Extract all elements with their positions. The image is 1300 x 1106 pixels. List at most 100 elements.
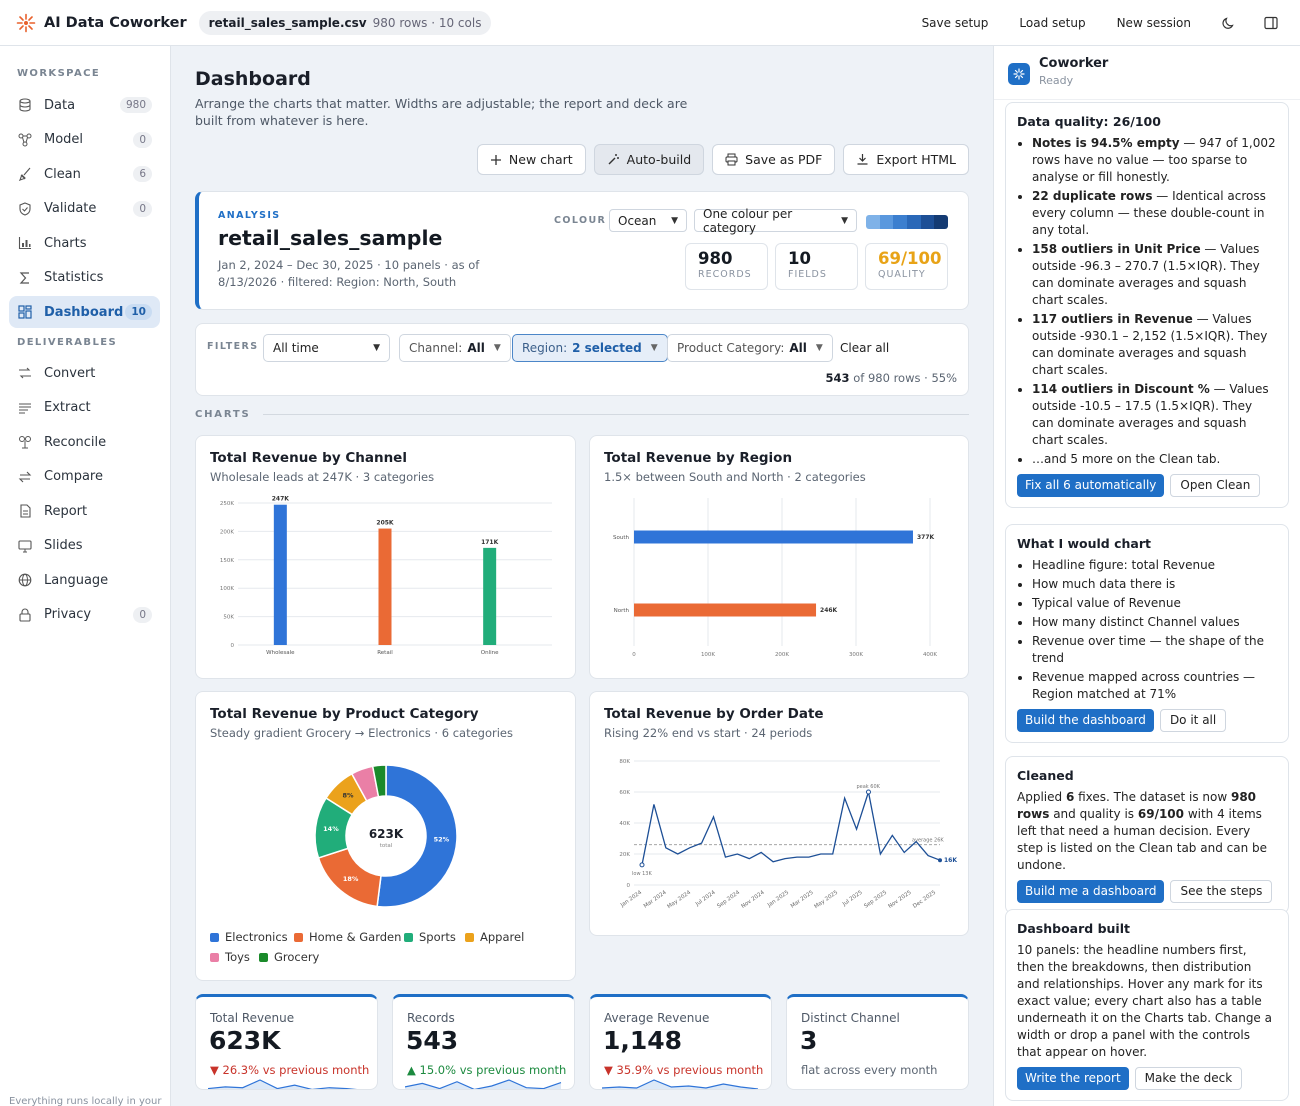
pie-slice[interactable]	[371, 764, 387, 798]
sidebar-item-clean[interactable]: Clean 6	[9, 158, 160, 190]
row-count-filtered: 543	[825, 371, 850, 385]
sidebar-item-privacy[interactable]: Privacy 0	[9, 599, 160, 631]
sidebar-item-slides[interactable]: Slides	[9, 530, 160, 562]
primary-action-button[interactable]: Fix all 6 automatically	[1017, 474, 1165, 497]
sidebar-item-reconcile[interactable]: Reconcile	[9, 426, 160, 458]
time-range-select[interactable]: All time ▼	[263, 334, 390, 362]
kpi-total-revenue[interactable]: Total Revenue 623K ▼ 26.3% vs previous mon…	[195, 994, 378, 1090]
legend-label: Sports	[419, 930, 456, 944]
monitor-icon	[18, 539, 32, 553]
text-segment: Applied	[1017, 790, 1066, 804]
auto-build-button[interactable]: Auto-build	[593, 144, 705, 175]
product-category-filter[interactable]: Product Category: All ▼	[667, 334, 833, 362]
x-tick-label: Sep 2025	[863, 889, 888, 909]
coworker-card-list: Notes is 94.5% empty — 947 of 1,002 rows…	[1017, 135, 1277, 468]
sidebar-item-convert[interactable]: Convert	[9, 357, 160, 389]
secondary-action-button[interactable]: See the steps	[1170, 880, 1273, 903]
primary-action-button[interactable]: Build the dashboard	[1017, 709, 1154, 732]
sidebar-item-model[interactable]: Model 0	[9, 124, 160, 156]
x-tick-label: 300K	[849, 652, 863, 658]
pie-slice[interactable]	[376, 764, 458, 908]
export-html-button[interactable]: Export HTML	[843, 144, 969, 175]
kpi-distinct-channel[interactable]: Distinct Channel 3 flat across every month	[786, 994, 969, 1090]
kpi-delta: ▼ 35.9% vs previous month	[604, 1063, 764, 1077]
page-title: Dashboard	[195, 68, 311, 90]
coworker-name: Coworker	[1039, 56, 1109, 71]
legend-label: Home & Garden	[309, 930, 402, 944]
export-html-label: Export HTML	[876, 152, 956, 167]
bar[interactable]	[273, 504, 287, 645]
sidebar-item-data[interactable]: Data 980	[9, 89, 160, 121]
slice-label: 18%	[343, 875, 359, 883]
kpi-label: Records	[407, 1011, 455, 1025]
coworker-card-text: Applied 6 fixes. The dataset is now 980 …	[1017, 789, 1277, 874]
new-session-button[interactable]: New session	[1116, 15, 1191, 30]
y-tick-label: 50K	[223, 615, 234, 621]
bar[interactable]	[634, 530, 913, 544]
x-tick-label: Jul 2025	[841, 889, 864, 908]
sidebar-item-label: Charts	[44, 235, 87, 251]
secondary-action-button[interactable]: Do it all	[1159, 709, 1227, 732]
sidebar-item-report[interactable]: Report	[9, 495, 160, 527]
kpi-sparkline	[602, 1079, 759, 1089]
sidebar-item-label: Privacy	[44, 607, 92, 622]
sidebar-item-validate[interactable]: Validate 0	[9, 193, 160, 225]
list-item-text: How much data there is	[1032, 577, 1176, 591]
text-bold: 69/100	[1137, 807, 1185, 821]
donut-chart-svg: 52% 18% 14% 8% 623K total	[314, 764, 458, 908]
x-tick-label: Jan 2024	[619, 889, 644, 909]
chart-revenue-by-product-category[interactable]: Total Revenue by Product Category Steady…	[195, 691, 576, 981]
primary-action-button[interactable]: Build me a dashboard	[1017, 880, 1165, 903]
secondary-action-button[interactable]: Make the deck	[1134, 1067, 1243, 1090]
sidebar-item-statistics[interactable]: Statistics	[9, 262, 160, 294]
coworker-card: What I would chart Headline figure: total…	[1005, 524, 1289, 743]
colour-mode-value: One colour per category	[703, 206, 793, 235]
load-setup-button[interactable]: Load setup	[1019, 15, 1086, 30]
chart-revenue-by-region[interactable]: Total Revenue by Region 1.5× between Sou…	[589, 435, 969, 679]
sidebar-item-charts[interactable]: Charts	[9, 227, 160, 259]
bar[interactable]	[378, 528, 392, 645]
panel-icon[interactable]	[1264, 16, 1278, 30]
list-item: 114 outliers in Discount % — Values outs…	[1032, 381, 1277, 449]
main-content: Dashboard Arrange the charts that matter…	[171, 46, 993, 1106]
moon-icon[interactable]	[1222, 16, 1236, 30]
clear-all-button[interactable]: Clear all	[840, 341, 890, 355]
primary-action-button[interactable]: Write the report	[1017, 1067, 1129, 1090]
sidebar-item-language[interactable]: Language	[9, 564, 160, 596]
kpi-average-revenue[interactable]: Average Revenue 1,148 ▼ 35.9% vs previous …	[589, 994, 772, 1090]
save-setup-button[interactable]: Save setup	[921, 15, 989, 30]
sidebar-item-label: Compare	[44, 469, 103, 484]
peak-point[interactable]	[865, 789, 871, 795]
sidebar-item-extract[interactable]: Extract	[9, 392, 160, 424]
file-chip[interactable]: retail_sales_sample.csv 980 rows · 10 col…	[198, 10, 492, 35]
stat-records: 980 RECORDS	[685, 243, 768, 290]
sidebar-item-dashboard[interactable]: Dashboard 10	[9, 296, 160, 328]
palette-select[interactable]: Ocean ▼	[609, 209, 687, 232]
region-filter[interactable]: Region: 2 selected ▼	[512, 334, 668, 362]
secondary-action-button[interactable]: Open Clean	[1170, 474, 1261, 497]
slice-label: 52%	[434, 835, 450, 843]
channel-filter[interactable]: Channel: All ▼	[399, 334, 511, 362]
kpi-value: 543	[406, 1026, 459, 1055]
kpi-records[interactable]: Records 543 ▲ 15.0% vs previous month	[392, 994, 575, 1090]
new-chart-button[interactable]: New chart	[476, 144, 586, 175]
colour-mode-select[interactable]: One colour per category ▼	[694, 206, 857, 235]
bar[interactable]	[634, 603, 817, 617]
chart-revenue-by-channel[interactable]: Total Revenue by Channel Wholesale leads…	[195, 435, 576, 679]
low-point[interactable]	[639, 862, 645, 868]
stat-value: 980	[698, 249, 733, 268]
x-tick-label: 400K	[923, 652, 937, 658]
sidebar-item-compare[interactable]: Compare	[9, 461, 160, 493]
bar[interactable]	[483, 547, 497, 645]
legend-swatch	[294, 932, 303, 942]
sparkline-line	[405, 1079, 562, 1089]
legend-item: Home & Garden	[294, 930, 401, 944]
y-tick-label: 60K	[619, 790, 630, 796]
last-point[interactable]	[938, 858, 942, 863]
series-line[interactable]	[641, 791, 941, 865]
deliverables-label: DELIVERABLES	[17, 337, 118, 348]
save-pdf-button[interactable]: Save as PDF	[712, 144, 836, 175]
list-item-bold: Notes is 94.5% empty	[1032, 136, 1180, 150]
chart-revenue-by-order-date[interactable]: Total Revenue by Order Date Rising 22% e…	[589, 691, 969, 936]
list-item: Notes is 94.5% empty — 947 of 1,002 rows…	[1032, 135, 1277, 186]
